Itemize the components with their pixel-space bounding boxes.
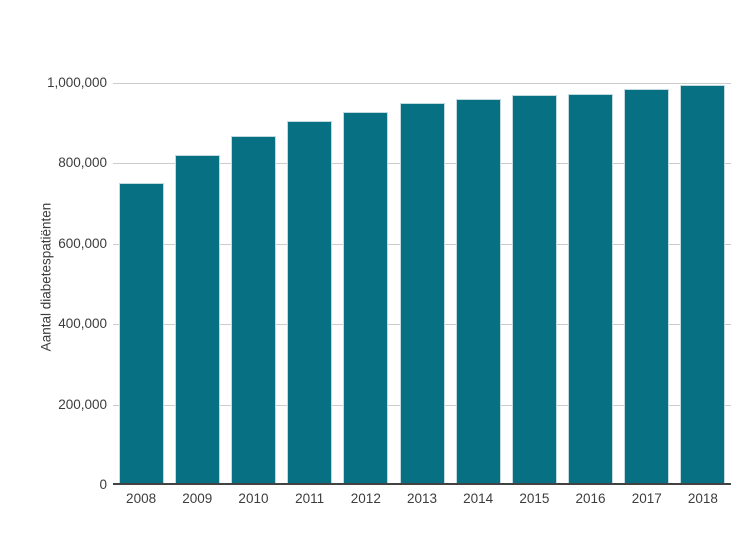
x-axis-line bbox=[113, 483, 731, 485]
x-tick-label-2017: 2017 bbox=[631, 491, 662, 506]
x-tick-label-2008: 2008 bbox=[126, 491, 157, 506]
x-tick-label-2011: 2011 bbox=[295, 491, 325, 506]
bar-2014[interactable] bbox=[455, 99, 501, 485]
x-tick-label-2018: 2018 bbox=[687, 491, 718, 506]
y-tick-label: 1,000,000 bbox=[46, 75, 107, 90]
bar-2018[interactable] bbox=[680, 85, 726, 485]
y-tick-label: 600,000 bbox=[58, 235, 107, 251]
bar-2009[interactable] bbox=[174, 155, 220, 485]
y-axis-title: Aantal diabetespatiënten bbox=[38, 202, 54, 352]
bar-2017[interactable] bbox=[624, 89, 670, 485]
x-tick-label-2016: 2016 bbox=[575, 491, 606, 506]
bar-2012[interactable] bbox=[343, 111, 389, 485]
bar-2015[interactable] bbox=[511, 95, 557, 485]
bar-2013[interactable] bbox=[399, 102, 445, 485]
y-tick-label: 0 bbox=[99, 477, 107, 492]
y-tick-label: 800,000 bbox=[58, 155, 107, 171]
x-tick-label-2013: 2013 bbox=[406, 491, 438, 506]
bar-2016[interactable] bbox=[568, 93, 614, 485]
x-tick-label-2015: 2015 bbox=[519, 491, 550, 506]
bar-2011[interactable] bbox=[287, 120, 333, 485]
bar-2010[interactable] bbox=[230, 136, 276, 485]
gridline bbox=[113, 83, 731, 84]
y-tick-label: 200,000 bbox=[58, 396, 107, 412]
x-tick-label-2009: 2009 bbox=[182, 491, 213, 506]
y-tick-label: 400,000 bbox=[58, 316, 107, 332]
x-tick-label-2010: 2010 bbox=[238, 491, 269, 506]
bar-2008[interactable] bbox=[118, 182, 164, 485]
x-tick-label-2014: 2014 bbox=[463, 491, 494, 506]
plot-area bbox=[113, 83, 731, 485]
x-tick-label-2012: 2012 bbox=[350, 491, 381, 506]
